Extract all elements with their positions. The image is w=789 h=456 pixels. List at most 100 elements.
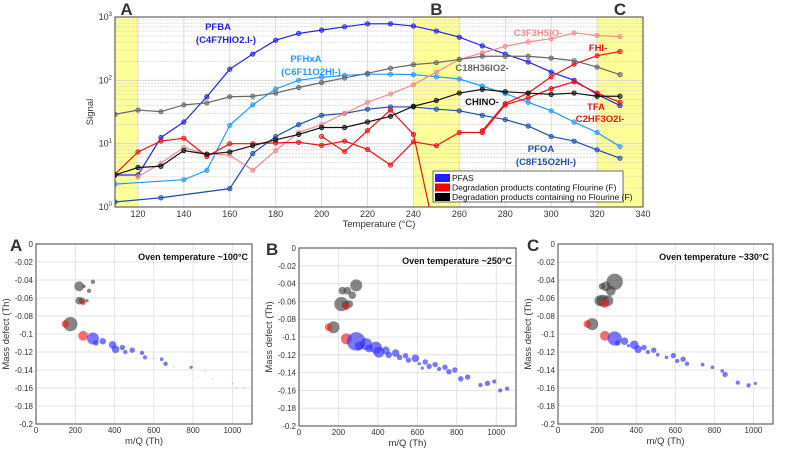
y-tick-label: 100 [99,202,113,212]
scatter-point-red [600,330,610,341]
y-tick-label: -0.18 [537,402,556,411]
x-tick-label: 800 [450,428,464,437]
scatter-point-blue [235,387,237,389]
y-tick-label: -0.08 [537,312,556,321]
data-point [525,99,531,105]
data-point [135,107,141,113]
scatter-point-blue [634,345,642,354]
legend-swatch [435,183,450,192]
scatter-point-red [583,320,592,328]
y-tick-label: -0.14 [537,366,556,375]
data-point [617,93,623,99]
data-point [204,151,210,157]
y-tick-label: -0.02 [278,262,297,271]
scatter-point-gray [74,281,85,292]
oven-temperature-label: Oven temperature ~100°C [138,252,248,262]
data-point [525,123,531,129]
y-axis-label: Mass defect (Th) [523,298,534,369]
y-tick-label: -0.18 [278,404,297,413]
x-tick-label: 400 [108,426,122,435]
scatter-point-blue [405,357,412,363]
data-point [433,28,439,34]
data-point [617,72,623,78]
data-point [456,76,462,82]
scatter-point-gray [86,288,92,293]
data-point [502,53,508,59]
scatter-point-blue [620,337,629,346]
y-tick-label: -0.06 [278,297,297,306]
data-point [158,195,164,201]
data-point [250,150,256,157]
scatter-point-blue [675,358,680,364]
series-label: FHI- [589,43,607,54]
data-point [296,30,302,37]
y-tick-label: -0.14 [15,366,34,375]
data-point [571,58,577,64]
data-point [227,186,233,192]
data-point [319,80,325,86]
data-point [364,99,371,105]
data-point [296,131,302,138]
y-tick-label: -0.1 [19,330,33,339]
y-tick-label: -0.06 [537,294,556,303]
oven-temperature-label: Oven temperature ~250°C [402,256,512,266]
scatter-point-blue [391,349,400,357]
scatter-point-blue [432,361,438,368]
y-tick-label: -0.16 [15,384,34,393]
scatter-point-blue [204,370,206,372]
data-point [273,37,279,43]
data-point [433,60,439,66]
data-point [227,66,233,72]
scatter-point-blue [680,356,686,362]
y-tick-label: -0.04 [537,276,556,285]
data-point [273,147,279,154]
x-tick-label: 1000 [745,426,763,435]
scatter-point-blue [442,364,448,370]
scatter-point-gray [606,273,623,290]
data-point [364,119,371,125]
data-point [387,65,394,71]
data-point [319,142,325,148]
scatter-point-blue [684,361,690,366]
series-label: CHINO- [465,97,499,108]
y-tick-label: 0 [292,244,297,253]
data-point [204,167,210,173]
plot-border [35,243,253,425]
y-tick-label: -0.12 [537,348,556,357]
region-label-a: A [120,0,132,19]
oven-temperature-label: Oven temperature ~330°C [659,252,769,262]
data-point [410,62,417,68]
x-tick-label: 1000 [487,428,505,437]
data-point [181,102,187,108]
scatter-point-gray [348,291,357,299]
y-axis-label: Mass defect (Th) [1,298,12,369]
data-point [341,124,348,131]
data-point [227,141,233,147]
y-tick-label: -0.04 [278,280,297,289]
scatter-point-blue [417,362,421,366]
scatter-point-blue [159,357,164,362]
data-point [617,34,623,40]
x-axis-label: m/Q (Th) [389,438,427,449]
data-point [204,100,210,106]
data-point [319,112,325,118]
panel-label: A [10,236,22,255]
data-point [364,21,371,27]
data-point [502,100,508,107]
scatter-point-blue [385,351,393,359]
series-label: (C8F15O2HI-) [516,157,576,168]
data-point [387,91,394,97]
scatter-point-blue [129,347,135,353]
x-tick-label: 200 [332,428,346,437]
data-point [525,53,531,59]
scatter-point-blue [700,362,705,367]
scatter-point-blue [664,355,669,360]
data-point [387,107,394,113]
x-tick-label: 260 [452,209,467,219]
x-tick-label: 0 [556,426,561,435]
y-tick-label: -0.06 [15,294,34,303]
data-point [548,36,554,42]
legend-label: Degradation products contating Flourine … [452,183,617,193]
